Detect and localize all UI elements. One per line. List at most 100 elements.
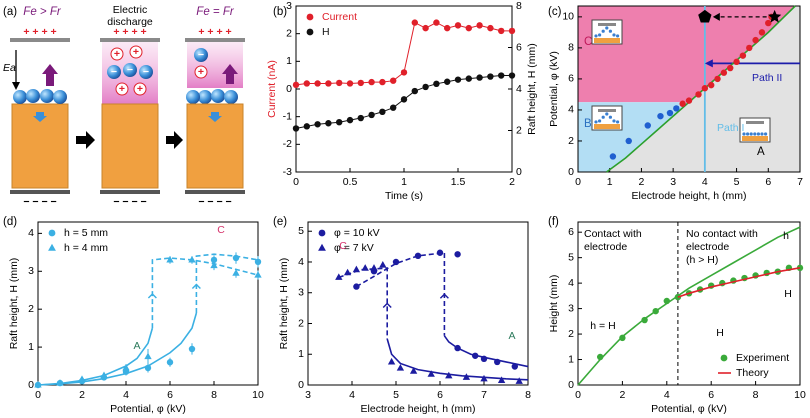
x-tick-label: 6 xyxy=(708,389,714,401)
point xyxy=(663,297,670,305)
point xyxy=(370,264,378,271)
point xyxy=(746,44,753,52)
point xyxy=(409,367,418,374)
y-tick-label: 1 xyxy=(28,341,34,353)
point xyxy=(476,22,483,29)
point xyxy=(511,363,518,370)
point xyxy=(254,258,262,266)
point xyxy=(498,72,505,79)
point xyxy=(379,261,387,268)
panel-label: (f) xyxy=(548,216,559,228)
arrowhead xyxy=(12,82,20,90)
x-tick-label: 4 xyxy=(664,389,670,401)
inset-block xyxy=(594,124,620,129)
point xyxy=(508,72,516,79)
point xyxy=(436,249,444,256)
point xyxy=(444,78,451,85)
inset-particle xyxy=(608,115,613,119)
inset-particle xyxy=(598,33,602,37)
ion-sign: + xyxy=(198,66,204,78)
y-tick-label: 4 xyxy=(568,104,574,116)
annotation: A xyxy=(133,340,140,352)
point xyxy=(758,29,766,36)
panel: 3 4 5 6 7 8 0 1 2 3 4 5 Electrode height, h (mm) Raft… xyxy=(273,216,531,415)
point xyxy=(727,64,734,72)
legend-label: h = 5 mm xyxy=(64,227,108,239)
point xyxy=(400,69,408,76)
point xyxy=(497,376,506,383)
series-line xyxy=(37,312,198,386)
point xyxy=(254,271,262,278)
anode-signs: + + + + xyxy=(23,26,56,38)
inset-particle xyxy=(742,132,746,136)
drop-arrow xyxy=(33,112,47,122)
point xyxy=(343,268,352,276)
annotation: (h > H) xyxy=(686,254,718,266)
point xyxy=(498,27,505,35)
point xyxy=(422,24,429,32)
ion xyxy=(133,82,147,96)
point xyxy=(390,77,397,84)
x-tick-label: 0 xyxy=(35,389,41,401)
y-tick-label: 2 xyxy=(298,317,304,329)
point xyxy=(414,252,422,260)
point xyxy=(306,28,314,36)
y-tick-label: 3 xyxy=(286,0,292,12)
point xyxy=(78,375,86,382)
x-tick-label: 6 xyxy=(765,176,771,188)
x-tick-label: 0.5 xyxy=(343,176,358,188)
electrode xyxy=(10,38,70,42)
point xyxy=(232,254,240,262)
inset-block xyxy=(594,38,620,43)
point xyxy=(454,76,462,83)
arrow xyxy=(382,302,392,308)
y-tick-label: 0 xyxy=(568,379,574,391)
point xyxy=(652,307,659,315)
point xyxy=(379,108,386,116)
point xyxy=(609,153,617,160)
inset-particle xyxy=(753,132,757,136)
x-axis-label: Potential, φ (kV) xyxy=(651,403,727,415)
panel-label: (b) xyxy=(273,6,287,18)
y-tick-label: 3 xyxy=(28,265,34,277)
x-tick-label: 4 xyxy=(349,389,355,401)
point xyxy=(34,381,42,388)
annotation: No contact with xyxy=(686,228,758,240)
inset-electrode xyxy=(598,23,616,26)
particle xyxy=(211,89,225,103)
series-line xyxy=(355,251,446,336)
point xyxy=(445,371,453,379)
x-tick-label: 8 xyxy=(525,389,531,401)
y-axis-label: Potential, φ (kV) xyxy=(548,51,560,127)
x-axis-label: Electrode height, h (mm) xyxy=(361,403,476,415)
point xyxy=(644,122,651,129)
region-label: A xyxy=(757,146,765,158)
panel: 0 2 4 6 8 10 0 1 2 3 4 5 6 Potential, φ (kV) Height (m… xyxy=(548,216,806,415)
x-tick-label: 0 xyxy=(575,176,581,188)
point xyxy=(361,264,369,271)
x-tick-label: 2 xyxy=(509,176,515,188)
particle xyxy=(53,90,67,104)
inset-particle xyxy=(760,132,764,136)
particle xyxy=(123,63,137,77)
x-tick-label: 2 xyxy=(79,389,85,401)
annotation: H xyxy=(784,288,792,300)
point xyxy=(720,69,728,76)
point xyxy=(508,27,516,35)
electrode xyxy=(10,190,70,194)
y-axis-label: Current (nA) xyxy=(266,60,278,118)
y-tick-label: 0 xyxy=(568,166,574,178)
middle-title: Electric xyxy=(113,4,147,16)
electrode xyxy=(185,190,245,194)
point xyxy=(166,359,174,366)
point xyxy=(390,104,397,111)
x-tick-label: 10 xyxy=(794,389,806,401)
x-tick-label: 8 xyxy=(211,389,217,401)
particle xyxy=(107,65,121,79)
y-tick-label: -1 xyxy=(283,110,292,122)
point xyxy=(480,374,488,382)
y-axis-label: Raft height, H (mm) xyxy=(8,258,20,350)
y-tick-label: 5 xyxy=(298,225,304,237)
region-label: B xyxy=(584,118,592,130)
